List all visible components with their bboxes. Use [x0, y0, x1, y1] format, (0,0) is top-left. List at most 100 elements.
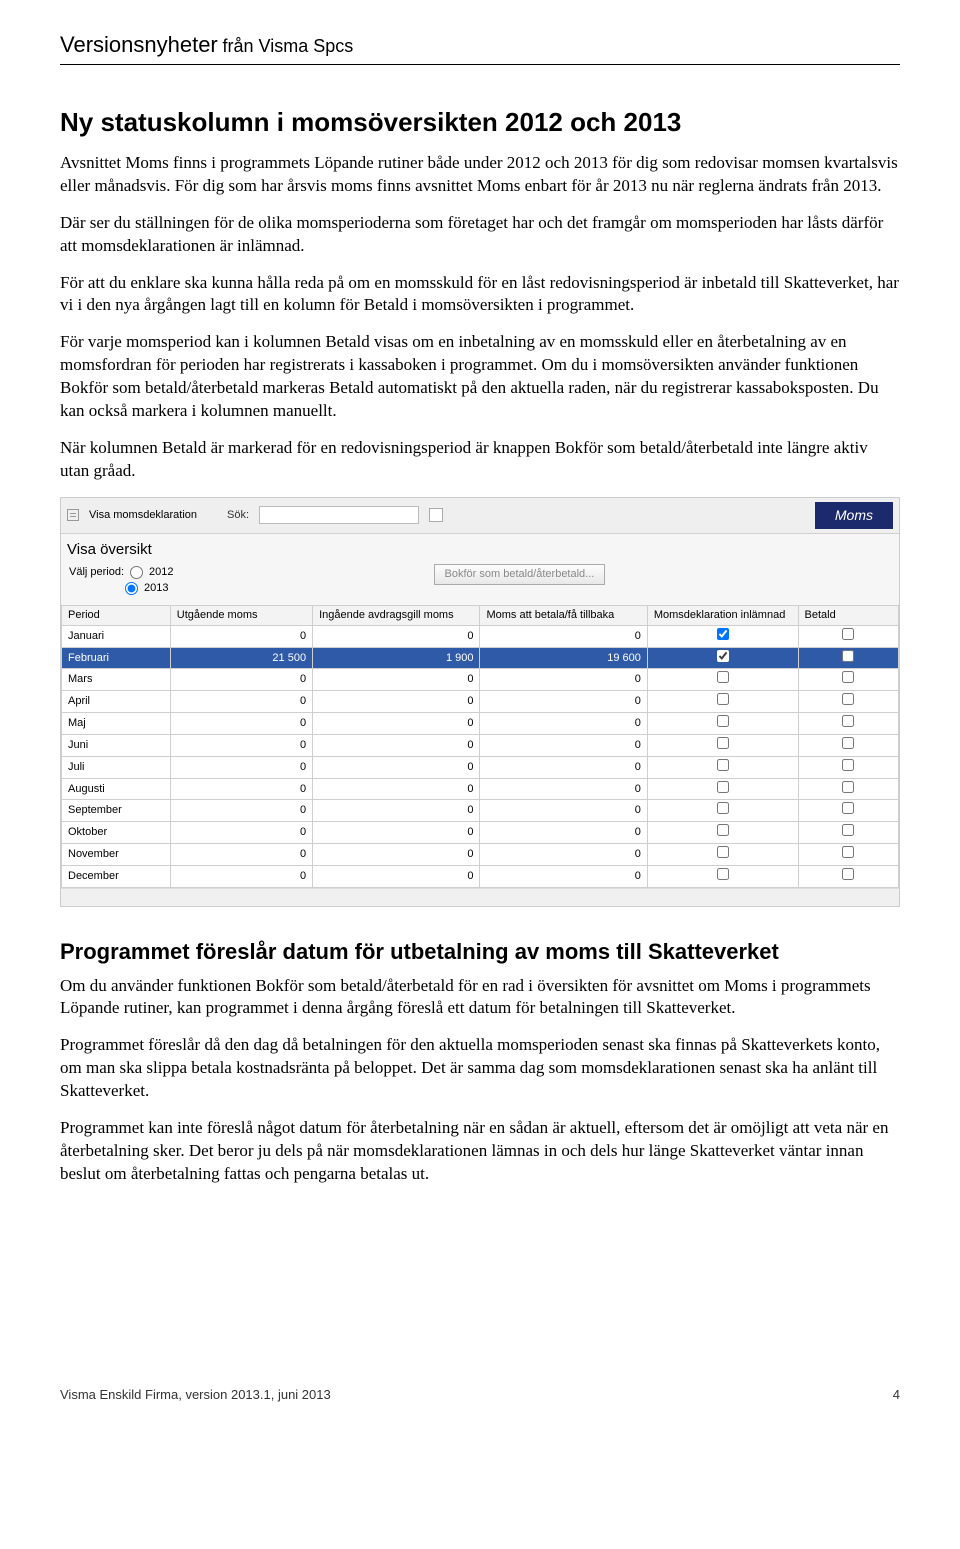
cell-inl[interactable] — [647, 734, 798, 756]
inlamnad-checkbox[interactable] — [717, 781, 729, 793]
betald-checkbox[interactable] — [842, 671, 854, 683]
cell-bet[interactable] — [798, 647, 898, 669]
paragraph: För att du enklare ska kunna hålla reda … — [60, 272, 900, 318]
inlamnad-checkbox[interactable] — [717, 628, 729, 640]
cell-inl[interactable] — [647, 822, 798, 844]
betald-checkbox[interactable] — [842, 737, 854, 749]
app-sub: Visa översikt Välj period: 2012 2013 Bok… — [61, 534, 899, 605]
cell-utg: 0 — [170, 669, 312, 691]
col-inl[interactable]: Momsdeklaration inlämnad — [647, 605, 798, 625]
col-period[interactable]: Period — [62, 605, 171, 625]
bokfor-button[interactable]: Bokför som betald/återbetald... — [434, 564, 606, 585]
section1-heading: Ny statuskolumn i momsöversikten 2012 oc… — [60, 105, 900, 140]
cell-bet[interactable] — [798, 625, 898, 647]
cell-inl[interactable] — [647, 865, 798, 887]
cell-att: 0 — [480, 625, 647, 647]
app-toolbar: Visa momsdeklaration Sök: Moms — [61, 498, 899, 534]
betald-checkbox[interactable] — [842, 693, 854, 705]
paragraph: För varje momsperiod kan i kolumnen Beta… — [60, 331, 900, 423]
betald-checkbox[interactable] — [842, 715, 854, 727]
cell-utg: 0 — [170, 800, 312, 822]
inlamnad-checkbox[interactable] — [717, 671, 729, 683]
inlamnad-checkbox[interactable] — [717, 737, 729, 749]
cell-inl[interactable] — [647, 713, 798, 735]
betald-checkbox[interactable] — [842, 759, 854, 771]
cell-bet[interactable] — [798, 691, 898, 713]
cell-utg: 0 — [170, 625, 312, 647]
col-ing[interactable]: Ingående avdragsgill moms — [313, 605, 480, 625]
table-row[interactable]: Februari21 5001 90019 600 — [62, 647, 899, 669]
cell-period: Maj — [62, 713, 171, 735]
inlamnad-checkbox[interactable] — [717, 846, 729, 858]
cell-period: April — [62, 691, 171, 713]
cell-att: 19 600 — [480, 647, 647, 669]
table-row[interactable]: April000 — [62, 691, 899, 713]
period-radio-2012[interactable] — [130, 566, 143, 579]
cell-bet[interactable] — [798, 822, 898, 844]
paragraph: Programmet föreslår då den dag då betaln… — [60, 1034, 900, 1103]
table-row[interactable]: Juli000 — [62, 756, 899, 778]
section2-heading: Programmet föreslår datum för utbetalnin… — [60, 937, 900, 967]
cell-utg: 0 — [170, 865, 312, 887]
col-att[interactable]: Moms att betala/få tillbaka — [480, 605, 647, 625]
cell-bet[interactable] — [798, 800, 898, 822]
betald-checkbox[interactable] — [842, 846, 854, 858]
inlamnad-checkbox[interactable] — [717, 759, 729, 771]
cell-inl[interactable] — [647, 756, 798, 778]
betald-checkbox[interactable] — [842, 628, 854, 640]
betald-checkbox[interactable] — [842, 868, 854, 880]
table-row[interactable]: Mars000 — [62, 669, 899, 691]
table-row[interactable]: Juni000 — [62, 734, 899, 756]
cell-ing: 0 — [313, 734, 480, 756]
cell-att: 0 — [480, 844, 647, 866]
inlamnad-checkbox[interactable] — [717, 693, 729, 705]
cell-inl[interactable] — [647, 844, 798, 866]
cell-ing: 0 — [313, 844, 480, 866]
table-row[interactable]: Augusti000 — [62, 778, 899, 800]
module-title: Moms — [815, 502, 893, 529]
cell-ing: 0 — [313, 625, 480, 647]
table-row[interactable]: Januari000 — [62, 625, 899, 647]
betald-checkbox[interactable] — [842, 824, 854, 836]
inlamnad-checkbox[interactable] — [717, 824, 729, 836]
calendar-icon[interactable] — [429, 508, 443, 522]
col-bet[interactable]: Betald — [798, 605, 898, 625]
cell-period: Januari — [62, 625, 171, 647]
section1-body: Avsnittet Moms finns i programmets Löpan… — [60, 152, 900, 483]
cell-ing: 0 — [313, 778, 480, 800]
cell-inl[interactable] — [647, 625, 798, 647]
cell-inl[interactable] — [647, 647, 798, 669]
scrollbar-stub — [61, 888, 899, 906]
inlamnad-checkbox[interactable] — [717, 868, 729, 880]
col-utg[interactable]: Utgående moms — [170, 605, 312, 625]
inlamnad-checkbox[interactable] — [717, 802, 729, 814]
search-input[interactable] — [259, 506, 419, 524]
betald-checkbox[interactable] — [842, 650, 854, 662]
inlamnad-checkbox[interactable] — [717, 650, 729, 662]
cell-inl[interactable] — [647, 778, 798, 800]
cell-inl[interactable] — [647, 669, 798, 691]
cell-bet[interactable] — [798, 844, 898, 866]
cell-bet[interactable] — [798, 713, 898, 735]
header-title-main: Versionsnyheter — [60, 32, 218, 57]
table-row[interactable]: November000 — [62, 844, 899, 866]
cell-ing: 0 — [313, 691, 480, 713]
cell-inl[interactable] — [647, 691, 798, 713]
betald-checkbox[interactable] — [842, 802, 854, 814]
cell-bet[interactable] — [798, 669, 898, 691]
table-row[interactable]: Maj000 — [62, 713, 899, 735]
cell-bet[interactable] — [798, 778, 898, 800]
toolbar-link-visa-momsdeklaration[interactable]: Visa momsdeklaration — [89, 508, 197, 523]
document-header: Versionsnyheter från Visma Spcs — [60, 30, 900, 65]
table-row[interactable]: Oktober000 — [62, 822, 899, 844]
cell-inl[interactable] — [647, 800, 798, 822]
betald-checkbox[interactable] — [842, 781, 854, 793]
cell-bet[interactable] — [798, 734, 898, 756]
cell-bet[interactable] — [798, 756, 898, 778]
table-row[interactable]: September000 — [62, 800, 899, 822]
table-row[interactable]: December000 — [62, 865, 899, 887]
cell-bet[interactable] — [798, 865, 898, 887]
page-footer: Visma Enskild Firma, version 2013.1, jun… — [60, 1386, 900, 1404]
inlamnad-checkbox[interactable] — [717, 715, 729, 727]
period-radio-2013[interactable] — [125, 582, 138, 595]
